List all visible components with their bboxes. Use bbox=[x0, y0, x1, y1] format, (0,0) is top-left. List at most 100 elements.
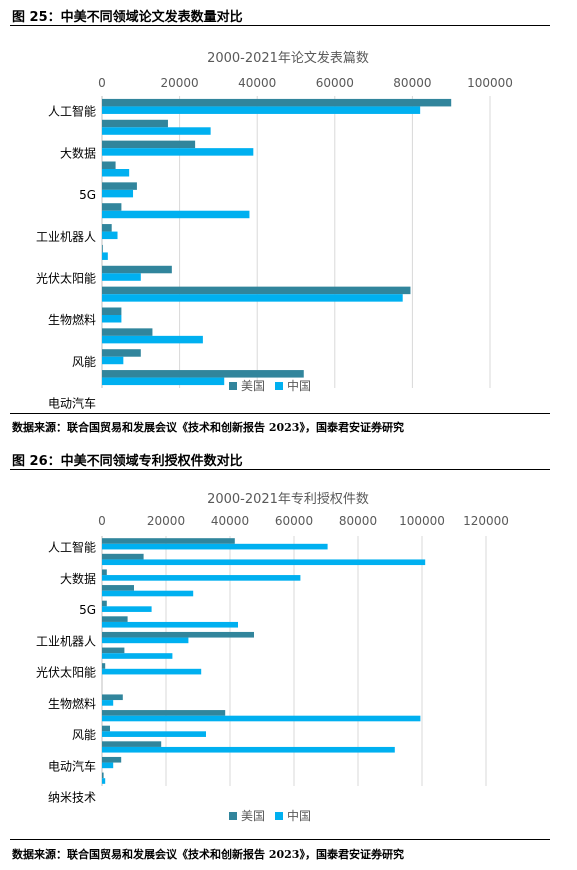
figure-25-source: 数据来源：联合国贸易和发展会议《技术和创新报告 2023》，国泰君安证券研究 bbox=[12, 421, 404, 434]
legend-swatch-usa bbox=[229, 382, 237, 390]
category-label: 纳米技术 bbox=[48, 791, 96, 805]
figure-25-bottom-rule bbox=[10, 413, 550, 414]
x-tick-label: 20000 bbox=[147, 514, 185, 528]
bar-usa bbox=[102, 725, 110, 732]
bar-usa bbox=[102, 203, 122, 211]
legend-label-usa: 美国 bbox=[241, 379, 265, 393]
bar-china bbox=[102, 700, 114, 706]
bar-china bbox=[102, 231, 118, 240]
figure-26-top-rule bbox=[10, 469, 550, 470]
bar-china bbox=[102, 590, 194, 597]
bar-china bbox=[102, 356, 124, 365]
x-tick-label: 0 bbox=[98, 514, 106, 528]
x-tick-label: 80000 bbox=[393, 76, 431, 90]
paper-count-chart: 2000-2021年论文发表篇数 0 20000 40000 60000 80000 100… bbox=[36, 50, 513, 411]
x-tick-label: 0 bbox=[98, 76, 106, 90]
bar-china bbox=[102, 377, 225, 386]
bar-china bbox=[102, 559, 426, 566]
bar-china bbox=[102, 543, 328, 550]
legend-swatch-china bbox=[275, 382, 283, 390]
bar-china bbox=[102, 210, 250, 219]
bar-usa bbox=[102, 694, 123, 701]
bar-usa bbox=[102, 569, 107, 576]
figure-26-label: 图 26：中美不同领域专利授权件数对比 bbox=[12, 454, 243, 469]
chart-title: 2000-2021年论文发表篇数 bbox=[207, 50, 369, 66]
legend-label-china: 中国 bbox=[287, 808, 311, 823]
category-label: 5G bbox=[79, 188, 96, 202]
bar-china bbox=[102, 335, 203, 344]
bar-usa bbox=[102, 756, 122, 763]
bar-china bbox=[102, 606, 152, 612]
x-tick-label: 20000 bbox=[161, 76, 199, 90]
bar-usa bbox=[102, 370, 304, 378]
bar-china bbox=[102, 668, 202, 675]
bar-usa bbox=[102, 585, 134, 591]
legend-swatch-china bbox=[275, 812, 283, 820]
category-label: 风能 bbox=[72, 355, 96, 369]
bar-usa bbox=[102, 265, 172, 274]
bar-usa bbox=[102, 224, 112, 232]
bar-usa bbox=[102, 600, 107, 607]
bar-china bbox=[102, 127, 211, 135]
bar-usa bbox=[102, 161, 116, 169]
bar-china bbox=[102, 575, 301, 581]
x-tick-label: 60000 bbox=[316, 76, 354, 90]
bar-usa bbox=[102, 538, 235, 544]
legend-swatch-usa bbox=[229, 812, 237, 820]
patent-count-chart: 2000-2021年专利授权件数 0 20000 40000 60000 80000 100… bbox=[36, 491, 509, 823]
bar-usa bbox=[102, 710, 226, 716]
bar-usa bbox=[102, 140, 196, 149]
bar-usa bbox=[102, 349, 141, 357]
category-label: 人工智能 bbox=[48, 540, 96, 555]
bar-usa bbox=[102, 307, 122, 315]
bar-usa bbox=[102, 647, 125, 654]
category-label: 大数据 bbox=[60, 145, 96, 160]
bar-usa bbox=[102, 631, 254, 638]
chart-title: 2000-2021年专利授权件数 bbox=[207, 491, 369, 507]
bar-china bbox=[102, 653, 173, 659]
bar-usa bbox=[102, 553, 144, 560]
category-label: 光伏太阳能 bbox=[36, 665, 96, 680]
bar-usa bbox=[102, 772, 104, 779]
figure-25-label: 图 25：中美不同领域论文发表数量对比 bbox=[12, 10, 243, 25]
figure-26-source: 数据来源：联合国贸易和发展会议《技术和创新报告 2023》，国泰君安证券研究 bbox=[12, 848, 404, 861]
category-label: 5G bbox=[79, 603, 96, 617]
category-label: 电动汽车 bbox=[48, 396, 96, 411]
bar-china bbox=[102, 273, 141, 281]
figure-26-bottom-rule bbox=[10, 839, 550, 840]
bar-usa bbox=[102, 98, 452, 107]
bar-usa bbox=[102, 663, 106, 669]
bar-usa bbox=[102, 741, 162, 747]
bar-china bbox=[102, 252, 108, 260]
bar-china bbox=[102, 294, 403, 302]
x-tick-label: 80000 bbox=[339, 514, 377, 528]
bar-china bbox=[102, 169, 130, 177]
bar-usa bbox=[102, 244, 103, 253]
x-tick-label: 100000 bbox=[467, 76, 513, 90]
bar-china bbox=[102, 731, 206, 737]
legend-label-usa: 美国 bbox=[241, 809, 265, 823]
bar-usa bbox=[102, 616, 128, 622]
bar-china bbox=[102, 715, 421, 722]
category-label: 人工智能 bbox=[48, 104, 96, 119]
legend-label-china: 中国 bbox=[287, 378, 311, 393]
bar-usa bbox=[102, 119, 168, 128]
x-tick-label: 40000 bbox=[238, 76, 276, 90]
bar-china bbox=[102, 189, 134, 198]
bar-usa bbox=[102, 328, 153, 336]
figure-25-top-rule bbox=[10, 25, 550, 26]
x-tick-label: 100000 bbox=[399, 514, 445, 528]
category-label: 工业机器人 bbox=[36, 230, 96, 244]
bar-china bbox=[102, 106, 421, 114]
bar-china bbox=[102, 621, 238, 628]
bar-china bbox=[102, 148, 254, 156]
x-tick-label: 60000 bbox=[275, 514, 313, 528]
bar-china bbox=[102, 746, 395, 753]
category-label: 生物燃料 bbox=[48, 696, 96, 711]
x-tick-label: 40000 bbox=[211, 514, 249, 528]
bar-china bbox=[102, 778, 106, 784]
category-label: 风能 bbox=[72, 728, 96, 742]
bar-china bbox=[102, 315, 122, 323]
bar-china bbox=[102, 762, 114, 769]
bar-china bbox=[102, 637, 189, 644]
